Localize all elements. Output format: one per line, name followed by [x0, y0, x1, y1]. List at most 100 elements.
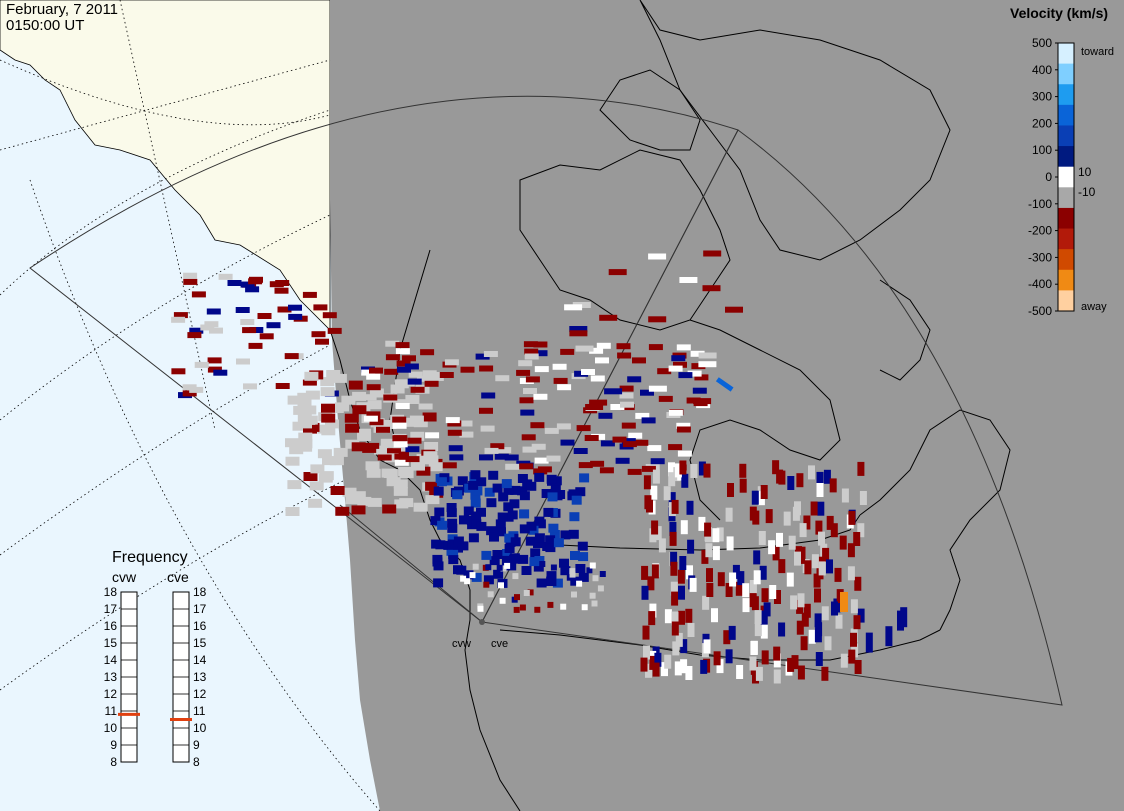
echo-cell — [668, 492, 676, 507]
echo-cell — [352, 405, 367, 415]
echo-cell — [240, 319, 255, 325]
echo-cell — [293, 405, 308, 415]
echo-cell — [677, 450, 692, 457]
echo-cell — [814, 628, 822, 643]
echo-cell — [489, 532, 499, 542]
echo-cell — [189, 327, 204, 334]
echo-cell — [382, 420, 397, 429]
echo-cell — [551, 476, 562, 486]
echo-cell — [792, 506, 800, 521]
echo-cell — [737, 571, 745, 586]
echo-cell — [671, 611, 679, 626]
echo-cell — [386, 477, 401, 487]
frequency-tick-label: 13 — [193, 670, 207, 684]
echo-cell — [434, 507, 445, 517]
echo-cell — [496, 564, 503, 571]
echo-cell — [501, 479, 512, 489]
echo-cell — [569, 330, 588, 337]
echo-cell — [493, 569, 504, 579]
echo-cell — [557, 384, 572, 391]
echo-cell — [829, 478, 837, 493]
echo-cell — [546, 571, 557, 581]
echo-cell — [648, 385, 667, 392]
frequency-tick-label: 10 — [104, 721, 118, 735]
echo-cell — [173, 312, 188, 319]
colorbar-tick-label: 300 — [1032, 90, 1052, 104]
echo-cell — [765, 509, 773, 524]
echo-cell — [433, 578, 444, 588]
echo-cell — [335, 506, 350, 516]
echo-cell — [527, 589, 534, 596]
echo-cell — [404, 363, 419, 370]
echo-cell — [522, 446, 537, 453]
echo-cell — [576, 425, 591, 432]
echo-cell — [595, 357, 609, 364]
echo-cell — [351, 505, 366, 515]
echo-cell — [822, 547, 830, 562]
colorbar-segment — [1058, 84, 1074, 106]
echo-cell — [648, 316, 667, 323]
echo-cell — [650, 485, 658, 500]
echo-cell — [556, 423, 571, 430]
echo-cell — [361, 369, 376, 376]
echo-cell — [788, 535, 796, 550]
echo-cell — [541, 489, 552, 498]
echo-cell — [534, 366, 549, 373]
echo-cell — [550, 484, 561, 494]
echo-cell — [555, 490, 566, 499]
echo-cell — [287, 480, 302, 490]
echo-cell — [320, 387, 335, 397]
echo-cell — [363, 415, 378, 422]
echo-cell — [694, 374, 709, 381]
echo-cell — [456, 565, 467, 575]
echo-cell — [692, 387, 707, 394]
echo-cell — [670, 561, 678, 576]
frequency-panel: 18 17 16 15 14 13 12 11 10 9 8 18 17 16 15 14 13 12 11 10 9 8 — [104, 585, 207, 769]
colorbar-segment — [1058, 166, 1074, 188]
echo-cell — [257, 313, 272, 319]
echo-cell — [390, 384, 405, 394]
echo-cell — [504, 454, 519, 461]
echo-cell — [409, 415, 424, 422]
echo-cell — [643, 645, 650, 660]
echo-cell — [321, 403, 335, 413]
echo-cell — [754, 622, 762, 637]
echo-cell — [620, 401, 634, 408]
echo-cell — [700, 659, 708, 674]
echo-cell — [543, 507, 554, 517]
echo-cell — [498, 492, 509, 502]
echo-cell — [674, 661, 682, 676]
frequency-tick-label: 17 — [193, 602, 207, 616]
echo-cell — [560, 348, 575, 355]
echo-cell — [622, 441, 637, 448]
echo-cell — [769, 585, 777, 599]
frequency-tick-label: 12 — [193, 687, 207, 701]
echo-cell — [759, 565, 767, 580]
echo-cell — [405, 446, 420, 453]
echo-cell — [351, 442, 366, 452]
echo-cell — [492, 550, 503, 559]
echo-cell — [590, 460, 605, 467]
echo-cell — [831, 601, 838, 616]
echo-cell — [669, 522, 677, 536]
echo-cell — [463, 570, 474, 580]
echo-cell — [569, 571, 576, 578]
echo-cell — [481, 392, 496, 399]
echo-cell — [410, 386, 425, 393]
echo-cell — [657, 368, 672, 375]
echo-cell — [678, 610, 685, 625]
echo-cell — [581, 369, 595, 375]
echo-cell — [853, 532, 861, 546]
echo-cell — [240, 281, 255, 288]
echo-cell — [381, 468, 396, 478]
echo-cell — [810, 501, 818, 516]
echo-cell — [405, 456, 420, 463]
echo-cell — [447, 523, 458, 533]
echo-cell — [668, 472, 676, 487]
echo-cell — [395, 403, 410, 409]
echo-cell — [755, 666, 763, 681]
echo-cell — [760, 485, 768, 499]
echo-cell — [369, 367, 383, 374]
echo-cell — [436, 477, 447, 487]
